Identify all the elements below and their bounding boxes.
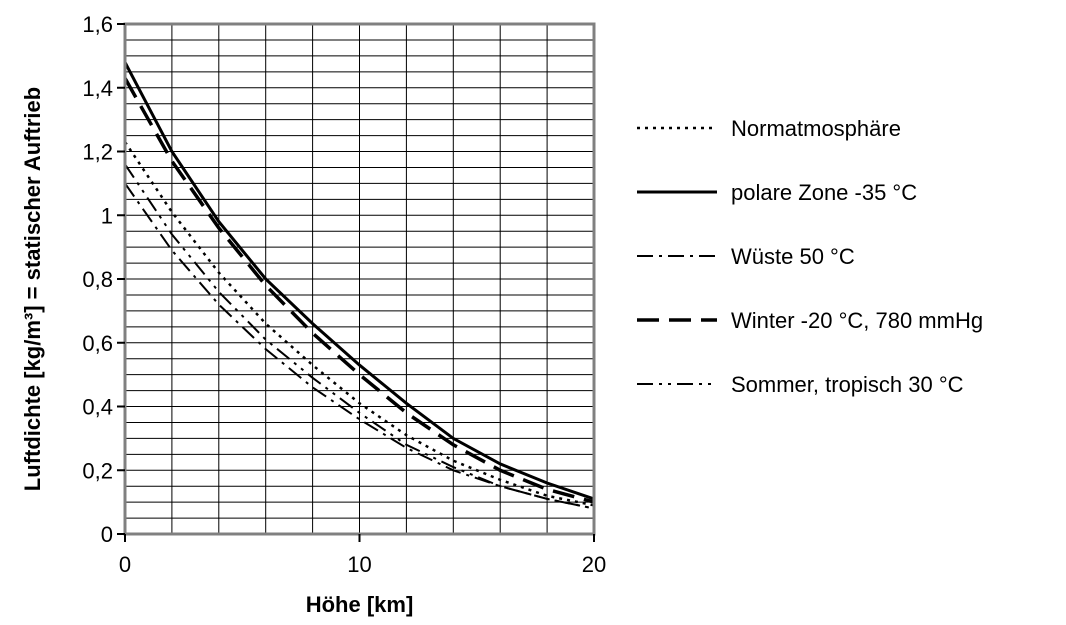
y-tick-label: 0,4 [82, 395, 113, 420]
legend-label: Sommer, tropisch 30 °C [731, 372, 964, 397]
legend: Normatmosphäre polare Zone -35 °C Wüste 50… [637, 116, 983, 397]
legend-label: Normatmosphäre [731, 116, 901, 141]
series-line [123, 141, 595, 507]
y-tick-label: 1,2 [82, 140, 113, 165]
series-line [124, 163, 595, 510]
x-axis-title: Höhe [km] [306, 592, 414, 617]
x-tick-label: 10 [347, 552, 371, 577]
legend-label: polare Zone -35 °C [731, 180, 917, 205]
y-tick-label: 0,6 [82, 331, 113, 356]
legend-label: Winter -20 °C, 780 mmHg [731, 308, 983, 333]
y-tick-label: 1,4 [82, 76, 113, 101]
y-tick-label: 1 [101, 203, 113, 228]
x-axis: 0 10 20 [119, 534, 606, 577]
x-tick-label: 20 [582, 552, 606, 577]
y-tick-label: 0,8 [82, 267, 113, 292]
x-tick-label: 0 [119, 552, 131, 577]
y-axis-title: Luftdichte [kg/m³] = statischer Auftrieb [20, 87, 45, 491]
series-layer [123, 61, 595, 510]
y-tick-label: 1,6 [82, 12, 113, 37]
chart-grid [125, 24, 594, 534]
series-line [124, 182, 595, 510]
legend-label: Wüste 50 °C [731, 244, 855, 269]
series-line [123, 77, 595, 504]
y-tick-label: 0 [101, 522, 113, 547]
y-tick-label: 0,2 [82, 458, 113, 483]
series-line [123, 61, 595, 501]
y-axis: 0 0,2 0,4 0,6 0,8 1 1,2 1,4 1,6 [82, 12, 125, 547]
